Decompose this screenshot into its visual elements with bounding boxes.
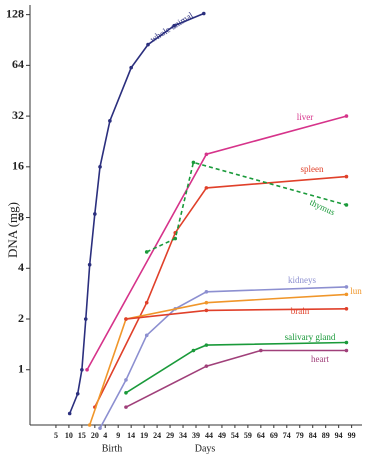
x-tick-label: 69	[270, 431, 278, 440]
x-tick-label: 64	[257, 431, 265, 440]
data-point	[108, 119, 112, 123]
x-tick-label: 29	[166, 431, 174, 440]
data-point	[344, 285, 349, 289]
data-point	[204, 308, 209, 313]
data-point	[129, 65, 133, 70]
annotation: Birth	[102, 443, 123, 454]
y-tick-label: 128	[6, 6, 24, 20]
data-point	[204, 186, 209, 190]
x-tick-label: 94	[335, 431, 343, 440]
data-point	[85, 367, 89, 372]
y-tick-label: 8	[18, 209, 24, 223]
x-tick-label: 54	[231, 431, 239, 440]
x-tick-label: 4	[103, 431, 107, 440]
data-point	[344, 340, 349, 345]
x-tick-label: 74	[283, 431, 291, 440]
series-label: spleen	[301, 164, 324, 174]
y-tick-label: 16	[12, 159, 24, 173]
series-line	[125, 341, 347, 394]
series-label: brain	[291, 306, 310, 316]
x-tick-label: 84	[309, 431, 317, 440]
x-tick-label: 14	[127, 431, 135, 440]
data-point	[93, 212, 97, 216]
x-tick-label: 89	[322, 431, 330, 440]
x-tick-label: 5	[54, 431, 58, 440]
y-tick-label: 1	[18, 361, 24, 375]
x-tick-label: 19	[140, 431, 148, 440]
data-point	[67, 411, 72, 416]
x-axis-label: Days	[195, 443, 216, 454]
data-point	[87, 423, 92, 427]
x-tick-label: 39	[192, 431, 200, 440]
series-label: kidneys	[288, 275, 316, 285]
data-point	[124, 405, 128, 409]
data-point	[172, 23, 177, 28]
data-point	[146, 42, 150, 47]
data-point	[344, 292, 349, 297]
data-point	[204, 152, 209, 157]
data-point	[80, 367, 84, 372]
series-line	[125, 349, 347, 408]
y-tick-label: 32	[12, 108, 24, 122]
y-tick-label: 2	[18, 311, 24, 325]
y-tick-label: 64	[12, 57, 24, 71]
data-point	[204, 290, 209, 294]
data-point	[173, 236, 178, 241]
data-point	[204, 364, 209, 368]
series-line	[88, 293, 347, 426]
data-point	[87, 262, 92, 267]
data-point	[344, 203, 349, 207]
data-point	[144, 333, 149, 338]
series-label: thymus	[308, 197, 337, 217]
series-label: salivary gland	[285, 332, 336, 342]
data-point	[259, 348, 263, 353]
data-point	[344, 114, 349, 118]
data-point	[344, 174, 349, 179]
series-label: lun	[350, 286, 362, 296]
data-point	[124, 378, 128, 382]
data-point	[144, 250, 149, 254]
series-label: whole animal	[148, 10, 195, 45]
x-tick-label: 20	[91, 431, 99, 440]
x-tick-label: 10	[65, 431, 73, 440]
data-point	[344, 348, 349, 353]
series-line	[146, 161, 347, 253]
x-tick-label: 59	[244, 431, 252, 440]
x-tick-label: 24	[153, 431, 161, 440]
data-point	[124, 390, 128, 395]
data-point	[124, 317, 128, 321]
data-point	[98, 426, 102, 430]
x-tick-label: 99	[348, 431, 356, 440]
data-point	[201, 11, 206, 16]
data-point	[344, 306, 349, 311]
data-point	[75, 391, 80, 396]
data-point	[98, 165, 102, 169]
data-point	[144, 300, 149, 305]
x-tick-label: 79	[296, 431, 304, 440]
data-point	[204, 343, 209, 347]
y-tick-label: 4	[18, 260, 24, 274]
series-line	[125, 308, 347, 320]
x-tick-label: 34	[179, 431, 187, 440]
data-point	[191, 160, 196, 165]
x-tick-label: 44	[205, 431, 213, 440]
x-tick-label: 9	[116, 431, 120, 440]
series-line	[68, 12, 205, 414]
series-line	[99, 286, 347, 429]
x-tick-label: 15	[78, 431, 86, 440]
data-point	[83, 317, 88, 321]
x-tick-label: 49	[218, 431, 226, 440]
y-axis-label: DNA (mg)	[5, 202, 20, 258]
data-point	[204, 300, 209, 305]
series-label: heart	[311, 354, 329, 364]
data-point	[191, 348, 196, 353]
series-label: liver	[297, 112, 314, 122]
